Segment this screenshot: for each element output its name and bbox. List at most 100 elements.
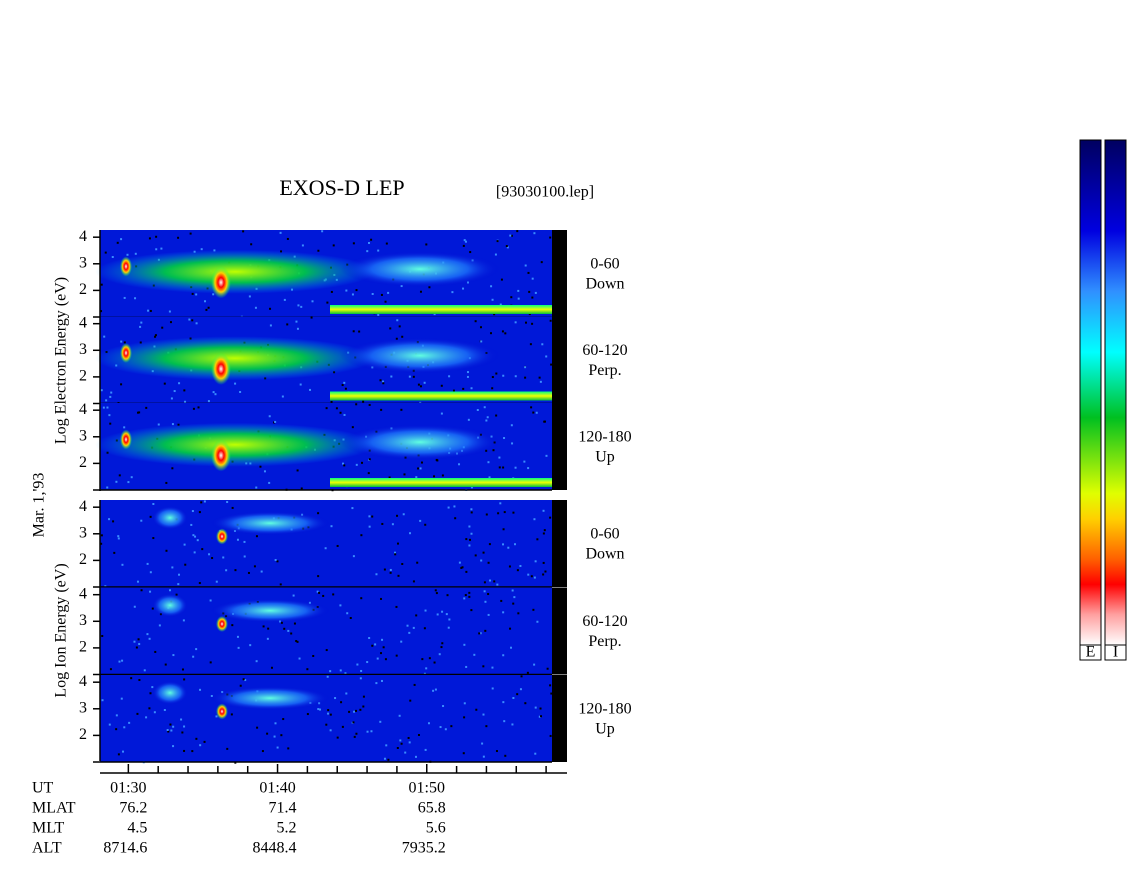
noise	[412, 375, 415, 378]
noise	[533, 663, 536, 666]
noise	[464, 594, 467, 597]
noise	[417, 467, 420, 470]
noise	[504, 754, 507, 757]
noise	[178, 382, 181, 385]
noise	[120, 340, 123, 343]
noise	[423, 627, 426, 630]
noise	[108, 723, 111, 726]
noise	[394, 553, 397, 556]
noise	[203, 740, 206, 743]
row-label: MLT	[32, 820, 65, 837]
noise	[495, 372, 498, 375]
noise	[463, 716, 466, 719]
noise	[324, 547, 327, 550]
noise	[136, 580, 139, 583]
noise	[188, 318, 191, 321]
noise	[198, 582, 201, 585]
noise	[146, 562, 149, 565]
noise	[525, 321, 528, 324]
noise	[485, 513, 488, 516]
panel-edge	[552, 587, 567, 675]
colorbar-label: I	[1113, 644, 1118, 661]
y-tick-label: 2	[79, 551, 87, 568]
noise	[250, 243, 253, 246]
noise	[329, 729, 332, 732]
noise	[527, 271, 530, 274]
noise	[273, 735, 276, 738]
noise	[169, 589, 172, 592]
noise	[325, 407, 328, 410]
noise	[387, 758, 390, 761]
noise	[533, 518, 536, 521]
noise	[276, 746, 279, 749]
noise	[502, 374, 505, 377]
noise	[266, 637, 269, 640]
noise	[510, 234, 513, 237]
y-axis-label: Log Ion Energy (eV)	[53, 563, 70, 697]
noise	[115, 728, 118, 731]
noise	[470, 508, 473, 511]
noise	[526, 671, 529, 674]
noise	[451, 291, 454, 294]
noise	[462, 244, 465, 247]
noise	[433, 313, 436, 316]
noise	[534, 560, 537, 563]
noise	[549, 734, 552, 737]
noise	[403, 473, 406, 476]
noise	[137, 638, 140, 641]
hot-spot	[211, 439, 231, 472]
noise	[177, 583, 180, 586]
noise	[469, 251, 472, 254]
noise	[163, 709, 166, 712]
noise	[517, 612, 520, 615]
noise	[452, 389, 455, 392]
noise	[134, 252, 137, 255]
noise	[120, 697, 123, 700]
noise	[286, 323, 289, 326]
noise	[486, 416, 489, 419]
noise	[193, 551, 196, 554]
noise	[317, 512, 320, 515]
noise	[465, 665, 468, 668]
noise	[127, 481, 130, 484]
noise	[155, 248, 158, 251]
noise	[319, 708, 322, 711]
noise	[147, 309, 150, 312]
noise	[390, 375, 393, 378]
noise	[379, 597, 382, 600]
noise	[326, 675, 329, 678]
flux-band	[330, 478, 552, 487]
noise	[198, 511, 201, 514]
noise	[102, 406, 105, 409]
noise	[485, 419, 488, 422]
noise	[512, 697, 515, 700]
noise	[534, 291, 537, 294]
noise	[330, 400, 333, 403]
noise	[366, 661, 369, 664]
noise	[205, 308, 208, 311]
flux	[95, 422, 375, 467]
noise	[269, 307, 272, 310]
noise	[113, 551, 116, 554]
noise	[346, 612, 349, 615]
y-tick-label: 2	[79, 454, 87, 471]
noise	[309, 388, 312, 391]
noise	[362, 695, 365, 698]
noise	[139, 325, 142, 328]
noise	[425, 243, 428, 246]
noise	[415, 476, 418, 479]
noise	[204, 300, 207, 303]
noise	[108, 414, 111, 417]
noise	[296, 469, 299, 472]
noise	[468, 595, 471, 598]
noise	[366, 250, 369, 253]
noise	[407, 736, 410, 739]
noise	[330, 290, 333, 293]
noise	[440, 384, 443, 387]
noise	[325, 649, 328, 652]
noise	[510, 296, 513, 299]
y-tick-label: 2	[79, 726, 87, 743]
noise	[148, 237, 151, 240]
y-tick-label: 4	[79, 228, 87, 245]
noise	[359, 708, 362, 711]
